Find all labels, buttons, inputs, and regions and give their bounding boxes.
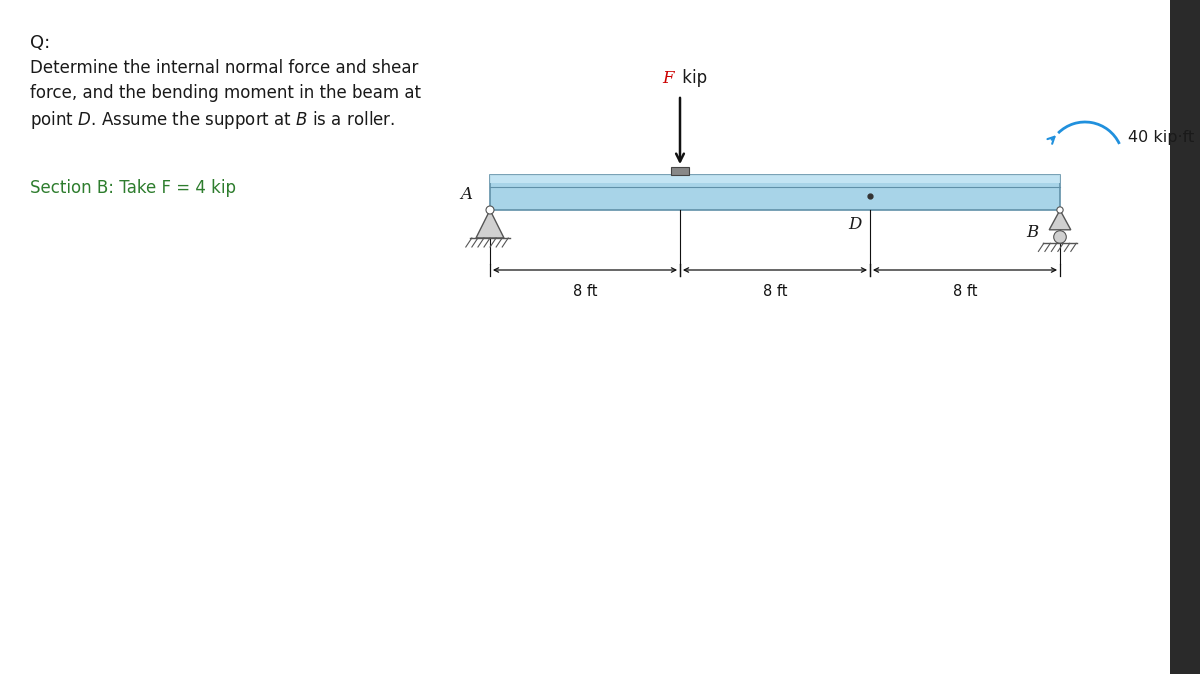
Text: B: B bbox=[1026, 224, 1038, 241]
Circle shape bbox=[486, 206, 494, 214]
Text: kip: kip bbox=[677, 69, 707, 87]
Text: Q:: Q: bbox=[30, 34, 50, 52]
Text: A: A bbox=[460, 186, 472, 203]
Bar bbox=[490, 175, 1060, 183]
Text: 8 ft: 8 ft bbox=[572, 284, 598, 299]
Text: force, and the bending moment in the beam at: force, and the bending moment in the bea… bbox=[30, 84, 421, 102]
Text: F: F bbox=[662, 70, 674, 87]
Bar bbox=[671, 167, 689, 175]
Text: Section B: Take F = 4 kip: Section B: Take F = 4 kip bbox=[30, 179, 236, 197]
Bar bbox=[1170, 0, 1200, 674]
Polygon shape bbox=[476, 210, 504, 238]
Text: 40 kip·ft: 40 kip·ft bbox=[1128, 129, 1194, 145]
Circle shape bbox=[1057, 207, 1063, 213]
Text: 8 ft: 8 ft bbox=[953, 284, 977, 299]
Circle shape bbox=[1054, 231, 1067, 243]
Text: point $D$. Assume the support at $B$ is a roller.: point $D$. Assume the support at $B$ is … bbox=[30, 109, 395, 131]
Text: 8 ft: 8 ft bbox=[763, 284, 787, 299]
Text: D: D bbox=[848, 216, 862, 233]
Polygon shape bbox=[1049, 210, 1070, 230]
Text: Determine the internal normal force and shear: Determine the internal normal force and … bbox=[30, 59, 419, 77]
Bar bbox=[490, 175, 1060, 210]
